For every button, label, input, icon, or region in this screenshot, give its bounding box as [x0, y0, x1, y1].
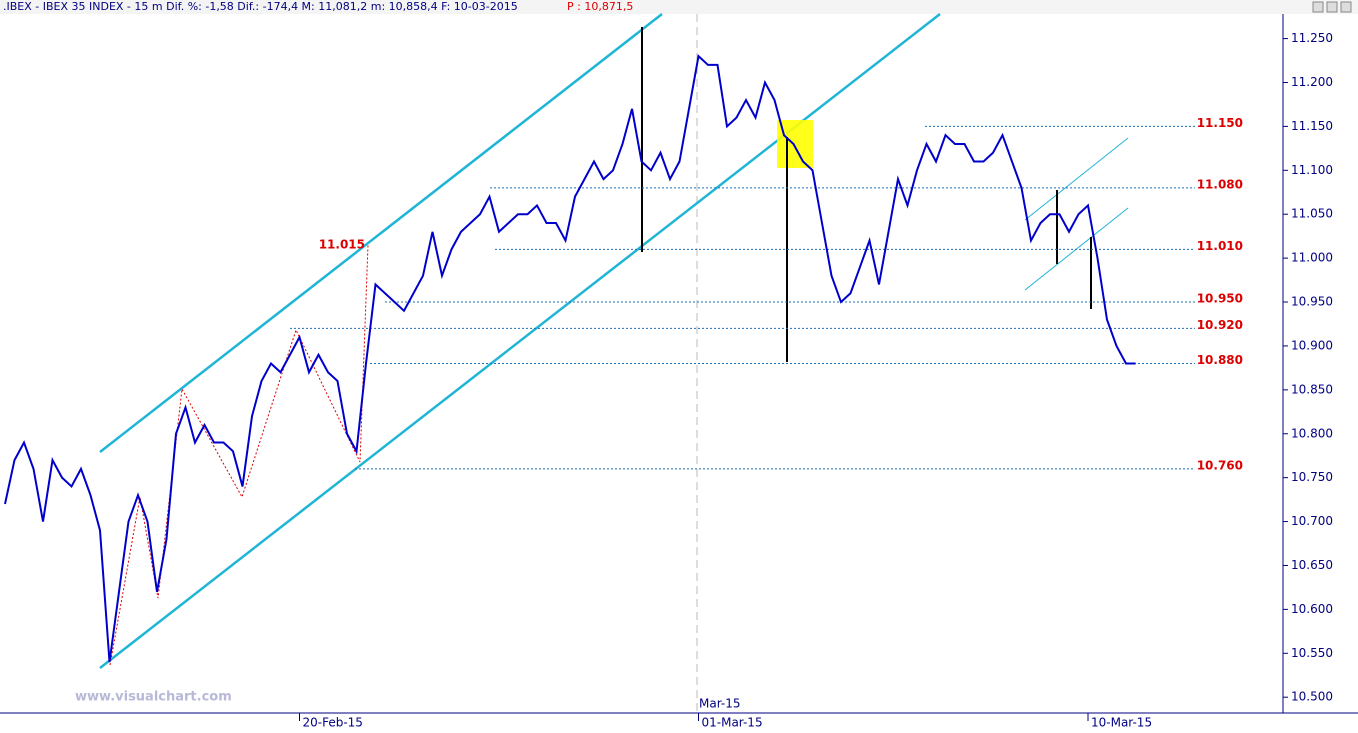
chart-title: .IBEX - IBEX 35 INDEX - 15 m Dif. %: -1,… [3, 0, 518, 13]
y-tick-label: 10.700 [1291, 514, 1333, 528]
y-tick-label: 10.900 [1291, 338, 1333, 352]
level-label: 10.760 [1197, 458, 1243, 472]
y-tick-label: 10.850 [1291, 382, 1333, 396]
y-tick-label: 10.750 [1291, 470, 1333, 484]
x-tick-label: 20-Feb-15 [303, 716, 363, 730]
y-tick-label: 11.150 [1291, 119, 1333, 133]
x-tick-label: 01-Mar-15 [702, 716, 763, 730]
level-label: 10.880 [1197, 353, 1243, 367]
header-bar [0, 0, 1358, 14]
close[interactable] [1340, 1, 1352, 13]
y-tick-label: 10.950 [1291, 295, 1333, 309]
y-tick-label: 10.800 [1291, 426, 1333, 440]
y-tick-label: 11.000 [1291, 251, 1333, 265]
level-annotation: 11.015 [319, 237, 365, 251]
small-channel-upper [1024, 137, 1129, 221]
x-tick-label: 10-Mar-15 [1091, 716, 1152, 730]
level-label: 11.150 [1197, 116, 1243, 130]
level-label: 11.010 [1197, 239, 1243, 253]
y-tick-label: 10.650 [1291, 558, 1333, 572]
watermark: www.visualchart.com [75, 690, 232, 705]
y-tick-label: 10.600 [1291, 602, 1333, 616]
month-label: Mar-15 [699, 697, 740, 711]
window-buttons[interactable] [1312, 1, 1352, 13]
y-tick-label: 10.500 [1291, 690, 1333, 704]
minimize[interactable] [1312, 1, 1324, 13]
y-tick-label: 10.550 [1291, 646, 1333, 660]
y-tick-label: 11.050 [1291, 207, 1333, 221]
maximize[interactable] [1326, 1, 1338, 13]
price-line [4, 54, 1136, 663]
y-tick-label: 11.250 [1291, 31, 1333, 45]
channel-upper [99, 13, 663, 453]
y-tick-label: 11.200 [1291, 75, 1333, 89]
level-label: 10.920 [1197, 318, 1243, 332]
y-tick-label: 11.100 [1291, 163, 1333, 177]
level-label: 10.950 [1197, 292, 1243, 306]
level-label: 11.080 [1197, 177, 1243, 191]
last-price: P : 10,871,5 [567, 0, 633, 13]
